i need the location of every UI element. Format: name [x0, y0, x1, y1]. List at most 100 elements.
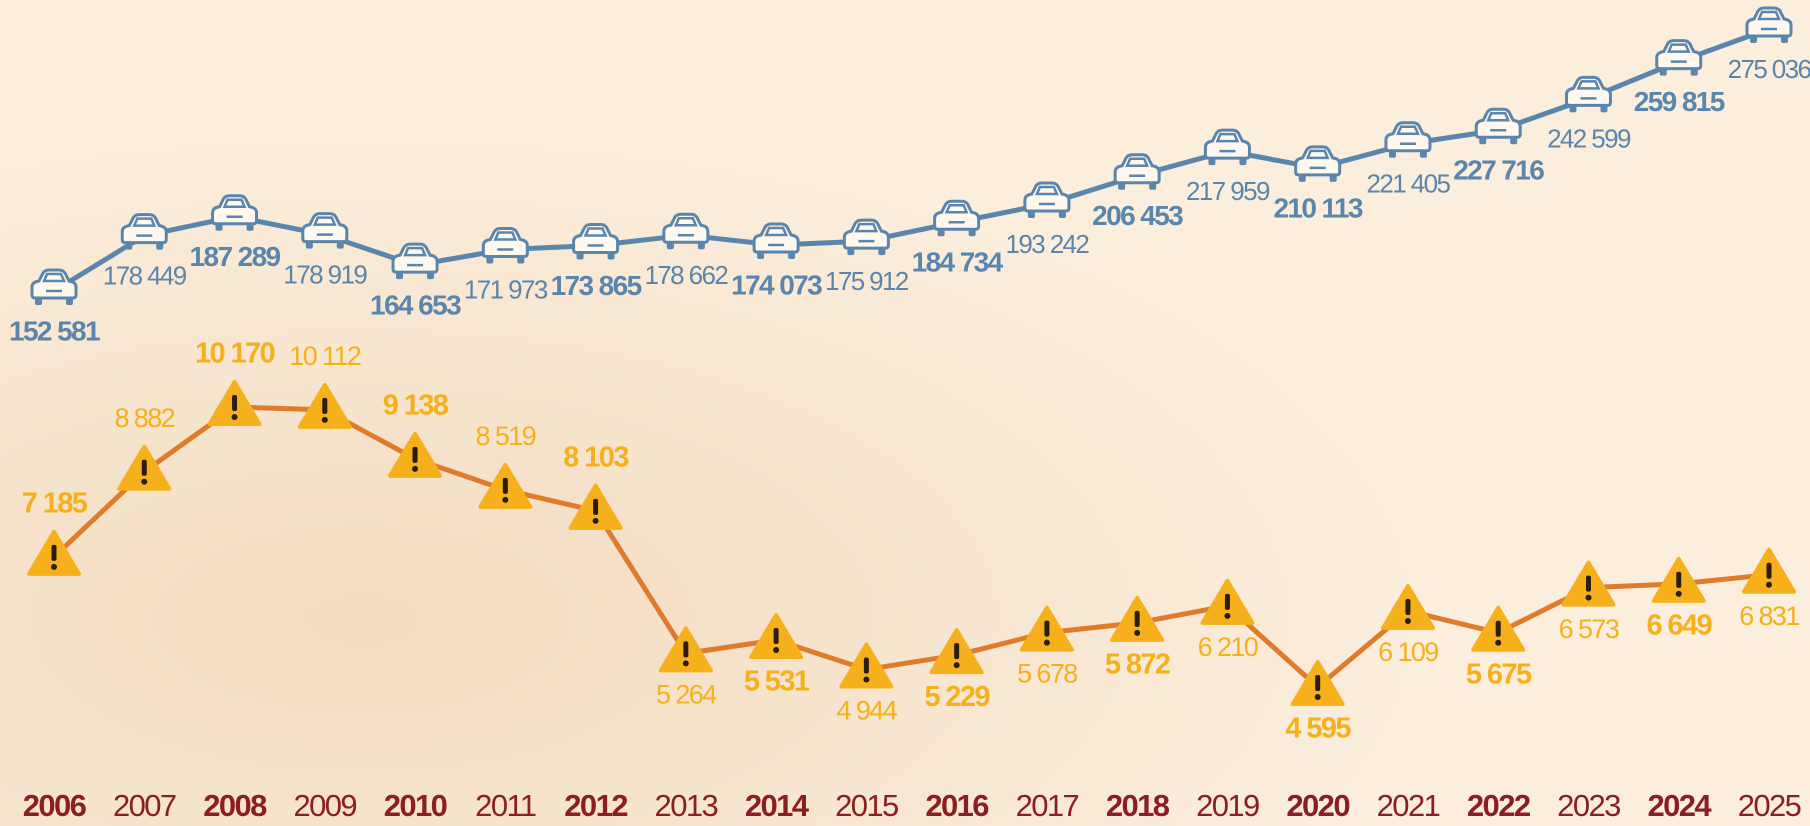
value-label: 275 036: [1728, 54, 1810, 84]
car-marker: [933, 199, 981, 237]
car-wheel: [1479, 137, 1487, 145]
warning-marker: [1471, 605, 1526, 652]
value-label: 7 185: [22, 488, 88, 520]
car-window: [493, 231, 518, 241]
car-body: [1745, 6, 1793, 38]
value-label: 175 912: [825, 266, 909, 296]
car-marker: [1564, 75, 1612, 113]
value-label: 5 264: [656, 680, 717, 710]
car-body: [752, 222, 800, 254]
x-tick-label: 2008: [203, 788, 267, 823]
value-label: 227 716: [1453, 155, 1544, 186]
car-window: [132, 217, 157, 227]
warning-marker: [929, 628, 984, 675]
car-wheel: [336, 241, 344, 249]
value-label: 259 815: [1634, 86, 1725, 117]
warning-dot: [231, 414, 238, 420]
car-window: [1305, 149, 1330, 160]
warning-bar: [412, 446, 418, 463]
warning-bar: [683, 641, 689, 658]
car-wheel: [427, 272, 435, 280]
car-wheel: [1388, 150, 1396, 158]
car-wheel: [1298, 174, 1306, 182]
car-wheel: [576, 252, 584, 260]
car-window: [854, 222, 879, 233]
value-label: 164 653: [370, 290, 461, 321]
value-label: 193 242: [1005, 229, 1089, 259]
warning-bar: [773, 627, 779, 644]
x-tick-label: 2016: [925, 788, 989, 823]
car-body: [1203, 128, 1251, 160]
car-marker: [1023, 181, 1071, 219]
car-window: [1125, 157, 1150, 167]
car-wheel: [1208, 158, 1216, 166]
car-wheel: [1510, 137, 1518, 145]
car-body: [662, 212, 710, 244]
car-wheel: [1329, 174, 1337, 182]
car-wheel: [666, 242, 674, 250]
car-wheel: [757, 252, 765, 260]
car-marker: [211, 194, 259, 231]
car-marker: [1203, 128, 1251, 166]
warning-bar: [593, 498, 599, 515]
x-tick-label: 2014: [745, 788, 810, 823]
car-wheel: [1600, 105, 1608, 113]
car-wheel: [1027, 211, 1035, 219]
car-body: [842, 218, 890, 250]
car-wheel: [937, 229, 945, 237]
car-body: [1384, 121, 1432, 153]
warning-marker: [297, 382, 352, 429]
x-tick-label: 2011: [475, 788, 536, 823]
warning-dot: [1585, 594, 1592, 601]
value-label: 8 519: [476, 421, 536, 451]
car-body: [391, 242, 439, 274]
car-window: [1034, 185, 1059, 196]
value-label: 8 103: [563, 441, 629, 473]
car-wheel: [246, 223, 254, 231]
value-label: 9 138: [383, 389, 449, 421]
car-window: [764, 226, 789, 237]
x-tick-label: 2009: [294, 788, 357, 823]
car-wheel: [486, 256, 494, 264]
car-wheel: [1659, 68, 1667, 76]
car-wheel: [517, 256, 525, 264]
car-body: [1474, 107, 1522, 139]
warning-bar: [1315, 675, 1321, 691]
value-label: 174 073: [731, 269, 822, 300]
warning-bar: [141, 459, 147, 476]
value-label: 6 649: [1646, 609, 1712, 641]
car-wheel: [1750, 36, 1757, 43]
warning-bar: [1044, 620, 1050, 637]
warning-marker: [1019, 605, 1074, 652]
car-marker: [1655, 39, 1703, 76]
warning-bar: [1495, 620, 1501, 637]
car-wheel: [847, 248, 855, 256]
car-wheel: [35, 298, 42, 305]
car-body: [301, 212, 349, 244]
car-window: [944, 203, 969, 214]
value-label: 5 229: [924, 681, 990, 713]
x-tick-label: 2013: [655, 788, 718, 823]
car-window: [673, 216, 698, 227]
warning-dot: [1314, 694, 1321, 700]
warning-marker: [388, 431, 443, 478]
warning-marker: [1200, 578, 1255, 625]
car-marker: [572, 222, 620, 260]
x-tick-label: 2018: [1106, 788, 1170, 823]
car-window: [1486, 111, 1511, 122]
car-wheel: [305, 241, 313, 249]
warning-dot: [863, 676, 870, 683]
x-tick-label: 2021: [1377, 788, 1440, 823]
car-body: [572, 222, 620, 254]
x-tick-label: 2025: [1738, 788, 1801, 823]
car-wheel: [66, 298, 73, 305]
warning-bar: [1405, 598, 1411, 615]
car-marker: [120, 213, 168, 250]
value-label: 217 959: [1186, 176, 1270, 206]
x-tick-label: 2006: [23, 788, 87, 823]
warning-bar: [1766, 562, 1772, 579]
car-wheel: [1058, 211, 1066, 219]
value-label: 6 573: [1559, 614, 1619, 644]
